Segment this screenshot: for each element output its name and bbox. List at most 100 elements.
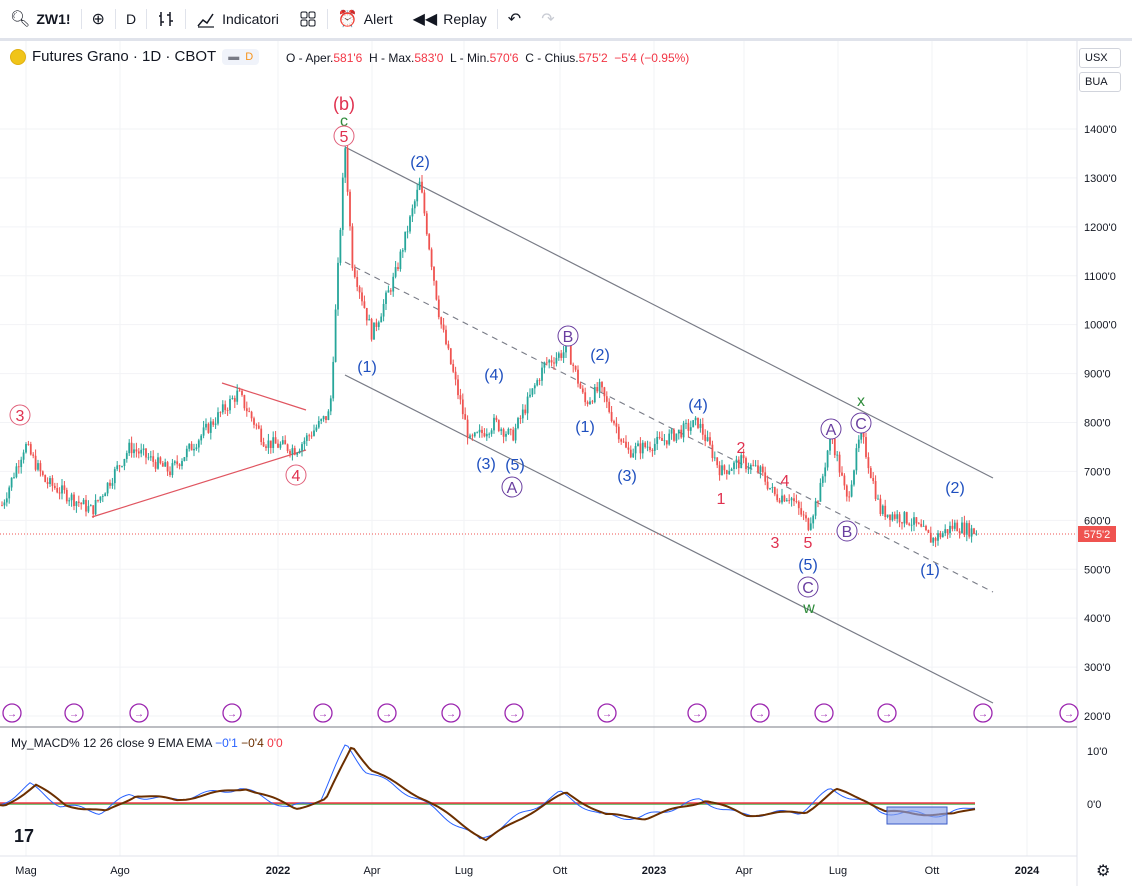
status-letter: D bbox=[245, 50, 254, 63]
candle-body bbox=[226, 410, 229, 411]
candle-body bbox=[5, 498, 8, 503]
candle-body bbox=[970, 528, 973, 537]
last-price-value: 575'2 bbox=[1084, 529, 1111, 541]
chart-canvas[interactable]: (b) c 5 3 4 (2) (1) (4) (3) (5) A B (2) … bbox=[0, 41, 1132, 886]
candle-body bbox=[478, 429, 481, 433]
candle-body bbox=[152, 456, 155, 462]
candle-body bbox=[752, 464, 755, 466]
interval-button[interactable]: D bbox=[116, 0, 146, 38]
wave-label-4: (4) bbox=[484, 367, 504, 384]
time-axis[interactable]: Mag Ago 2022 Apr Lug Ott 2023 Apr Lug Ott 2024 bbox=[15, 865, 1040, 877]
redo-icon: ↷ bbox=[541, 11, 555, 28]
symbol-search-button[interactable]: 🔍︎ ZW1! bbox=[0, 0, 81, 38]
event-marker-circle[interactable] bbox=[877, 703, 897, 723]
alert-icon: ⏰ bbox=[337, 11, 358, 28]
candle-body bbox=[601, 381, 603, 388]
event-marker-circle[interactable] bbox=[2, 703, 22, 723]
wave-label-4b: (4) bbox=[688, 397, 708, 414]
candle-body bbox=[334, 309, 337, 362]
event-marker-circle[interactable] bbox=[504, 703, 524, 723]
currency-select[interactable]: USX bbox=[1079, 48, 1121, 68]
candle-body bbox=[317, 420, 320, 428]
candle-body bbox=[329, 398, 332, 412]
candle-body bbox=[903, 512, 906, 524]
chart-style-button[interactable] bbox=[147, 0, 185, 38]
candle-body bbox=[73, 494, 75, 507]
candle-body bbox=[142, 448, 145, 450]
high-value: 583'0 bbox=[414, 51, 444, 65]
macd-legend[interactable]: My_MACD% 12 26 close 9 EMA EMA −0'1 −0'4… bbox=[11, 736, 283, 750]
candle-body bbox=[452, 364, 455, 372]
tradingview-logo: 17 bbox=[14, 826, 34, 846]
price-tick-label: 1200'0 bbox=[1084, 222, 1117, 234]
wave-label-5b: (5) bbox=[798, 557, 818, 574]
candle-body bbox=[205, 423, 207, 428]
wave-label-r4: 4 bbox=[781, 473, 790, 490]
candle-body bbox=[46, 482, 49, 485]
candle-body bbox=[250, 411, 253, 419]
event-marker-circle[interactable] bbox=[973, 703, 993, 723]
toolbar-border bbox=[0, 38, 1132, 41]
event-marker-circle[interactable] bbox=[597, 703, 617, 723]
event-marker-circle[interactable] bbox=[377, 703, 397, 723]
candle-body bbox=[370, 319, 373, 340]
candle-body bbox=[701, 423, 704, 435]
candle-body bbox=[34, 455, 37, 470]
candle-body bbox=[577, 369, 579, 384]
candle-body bbox=[814, 501, 817, 516]
candle-body bbox=[737, 459, 740, 469]
divider bbox=[114, 9, 116, 29]
candle-body bbox=[937, 533, 939, 541]
undo-button[interactable]: ↶ bbox=[498, 0, 531, 38]
market-status-pill[interactable]: ▬ D bbox=[222, 48, 260, 65]
replay-button[interactable]: ◀◀ Replay bbox=[403, 0, 497, 38]
candle-body bbox=[322, 416, 325, 420]
candle-body bbox=[579, 383, 582, 389]
candle-body bbox=[166, 462, 169, 472]
event-marker-circle[interactable] bbox=[313, 703, 333, 723]
event-marker-circle[interactable] bbox=[222, 703, 242, 723]
candle-body bbox=[406, 231, 409, 233]
layout-button[interactable] bbox=[289, 0, 327, 38]
candle-body bbox=[214, 423, 217, 425]
alert-button[interactable]: ⏰ Alert bbox=[328, 0, 403, 38]
candle-body bbox=[94, 499, 97, 515]
candle-body bbox=[761, 466, 764, 473]
candle-body bbox=[171, 463, 174, 476]
candle-body bbox=[867, 457, 870, 469]
event-marker-circle[interactable] bbox=[129, 703, 149, 723]
candle-body bbox=[773, 487, 776, 495]
candle-body bbox=[687, 423, 690, 431]
symbol-title[interactable]: Futures Grano · 1D · CBOT bbox=[32, 48, 217, 65]
price-axis[interactable]: 1400'0 1300'0 1200'0 1100'0 1000'0 900'0 800'0… bbox=[1084, 124, 1117, 723]
event-marker-circle[interactable] bbox=[750, 703, 770, 723]
candle-body bbox=[428, 234, 431, 250]
bar-style-icon bbox=[159, 12, 174, 26]
candle-body bbox=[169, 471, 171, 476]
candle-body bbox=[488, 433, 491, 435]
redo-button[interactable]: ↷ bbox=[531, 0, 564, 38]
candle-body bbox=[430, 249, 433, 267]
event-marker-circle[interactable] bbox=[687, 703, 707, 723]
candle-body bbox=[241, 391, 243, 396]
event-marker-circle[interactable] bbox=[1059, 703, 1079, 723]
candle-body bbox=[368, 319, 371, 321]
candle-body bbox=[351, 226, 354, 269]
compare-button[interactable]: ⊕ bbox=[82, 0, 115, 38]
event-marker-circle[interactable] bbox=[441, 703, 461, 723]
candle-body bbox=[764, 472, 767, 482]
event-marker-circle[interactable] bbox=[814, 703, 834, 723]
candle-body bbox=[101, 496, 104, 497]
candle-body bbox=[524, 409, 527, 414]
gear-icon[interactable]: ⚙ bbox=[1096, 863, 1110, 880]
candle-body bbox=[925, 525, 927, 530]
wave-circle-C2 bbox=[850, 412, 872, 434]
candle-body bbox=[176, 461, 179, 465]
event-marker-circle[interactable] bbox=[64, 703, 84, 723]
unit-select[interactable]: BUA bbox=[1079, 72, 1121, 92]
event-markers[interactable]: → → → → → → → → → → → → → → → bbox=[2, 703, 1079, 723]
indicators-button[interactable]: Indicatori bbox=[186, 0, 289, 38]
candle-body bbox=[505, 433, 507, 437]
candle-body bbox=[665, 440, 668, 445]
candle-body bbox=[123, 459, 126, 467]
